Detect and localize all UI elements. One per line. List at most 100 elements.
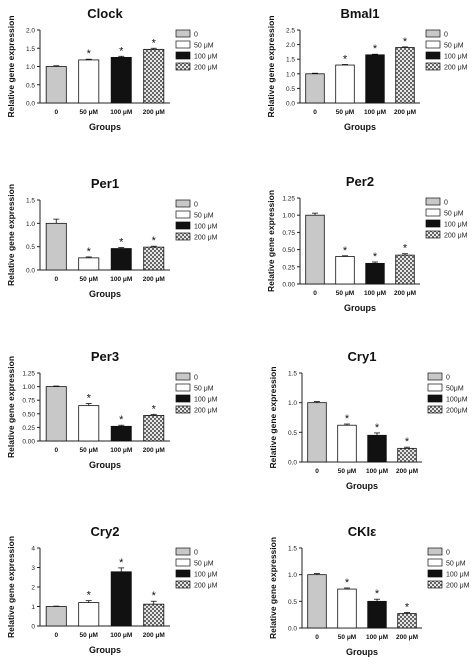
x-tick-label: 200 μM xyxy=(143,447,165,454)
y-tick-label: 1.0 xyxy=(286,71,295,78)
legend-swatch xyxy=(427,394,443,403)
significance-mark: * xyxy=(87,590,92,602)
bar-4 xyxy=(395,254,415,285)
legend-label: 200 μM xyxy=(194,65,218,72)
y-axis-label: Relative gene expression xyxy=(268,537,278,639)
y-tick-label: 1.0 xyxy=(288,400,297,407)
significance-mark: * xyxy=(87,48,92,60)
y-tick-label: 2.0 xyxy=(26,28,35,35)
legend-swatch xyxy=(175,394,191,403)
bar-2 xyxy=(78,59,100,104)
y-tick-label: 1.0 xyxy=(288,572,297,579)
legend-label: 50 μM xyxy=(446,561,466,568)
significance-mark: * xyxy=(152,235,157,247)
x-tick-label: 50 μM xyxy=(336,290,354,297)
significance-mark: * xyxy=(345,413,350,425)
legend-label: 100 μM xyxy=(194,397,218,404)
x-tick-label: 200 μM xyxy=(396,468,418,475)
bar-2 xyxy=(337,588,357,629)
legend-label: 0 xyxy=(446,375,450,382)
legend-swatch xyxy=(425,208,441,217)
x-tick-label: 50 μM xyxy=(80,632,98,639)
chart-panel-3: Per1 0.0 0.5 1.0 1.5 Relative gene expression… xyxy=(6,176,218,299)
y-tick-label: 0.5 xyxy=(26,244,35,251)
y-tick-label: 1.5 xyxy=(288,371,297,378)
bar-1 xyxy=(45,386,67,442)
legend-swatch xyxy=(425,219,441,228)
significance-mark: * xyxy=(403,36,408,48)
y-tick-label: 0.0 xyxy=(26,101,35,108)
bar-3 xyxy=(367,434,387,463)
bar-3 xyxy=(110,425,132,442)
x-tick-label: 50 μM xyxy=(80,276,98,283)
x-tick-label: 200 μM xyxy=(143,109,165,116)
chart-panel-8: CKIε 0.0 0.5 1.0 1.5 Relative gene expression… xyxy=(268,524,470,657)
legend-swatch xyxy=(425,62,441,71)
x-tick-label: 200 μM xyxy=(394,290,416,297)
legend-swatch xyxy=(425,197,441,206)
x-tick-label: 50 μM xyxy=(336,109,354,116)
bar-2 xyxy=(337,424,357,463)
y-tick-label: 0.50 xyxy=(282,247,295,254)
y-tick-label: 0.5 xyxy=(26,82,35,89)
bar-1 xyxy=(305,214,325,285)
chart-title: Cry2 xyxy=(91,524,120,539)
bar-3 xyxy=(365,262,385,285)
bar-4 xyxy=(143,603,165,627)
x-axis-label: Groups xyxy=(344,122,376,132)
x-tick-label: 0 xyxy=(313,290,317,297)
significance-mark: * xyxy=(405,602,410,614)
bar-2 xyxy=(335,256,355,285)
x-tick-label: 100 μM xyxy=(110,109,132,116)
y-tick-label: 0.5 xyxy=(286,86,295,93)
y-tick-label: 1.25 xyxy=(22,371,35,378)
y-tick-label: 0.25 xyxy=(282,264,295,271)
chart-title: Cry1 xyxy=(348,349,377,364)
y-tick-label: 0.0 xyxy=(286,101,295,108)
x-axis-label: Groups xyxy=(89,122,121,132)
legend-label: 50 μM xyxy=(444,211,464,218)
legend-label: 200μM xyxy=(446,408,468,415)
x-axis-label: Groups xyxy=(89,645,121,655)
x-tick-label: 50 μM xyxy=(338,634,356,641)
y-tick-label: 2.5 xyxy=(286,28,295,35)
legend-swatch xyxy=(175,405,191,414)
chart-panel-2: Bmal1 0.0 0.5 1.0 1.5 2.0 2.5 Relative gene exp… xyxy=(266,6,468,132)
chart-title: Per3 xyxy=(91,349,119,364)
bar-4 xyxy=(143,415,165,442)
legend-label: 200 μM xyxy=(194,235,218,242)
x-tick-label: 200 μM xyxy=(394,109,416,116)
legend-label: 100 μM xyxy=(444,222,468,229)
legend-label: 200 μM xyxy=(194,583,218,590)
bar-2 xyxy=(78,602,100,627)
legend-label: 0 xyxy=(444,200,448,207)
x-axis-label: Groups xyxy=(346,647,378,657)
legend-label: 200 μM xyxy=(194,408,218,415)
x-tick-label: 0 xyxy=(54,632,58,639)
chart-panel-1: Clock 0.0 0.5 1.0 1.5 2.0 Relative gene expres… xyxy=(6,6,218,132)
x-tick-label: 100 μM xyxy=(366,468,388,475)
y-tick-label: 0.0 xyxy=(26,268,35,275)
x-tick-label: 200 μM xyxy=(396,634,418,641)
chart-title: Per1 xyxy=(91,176,119,191)
significance-mark: * xyxy=(152,590,157,602)
y-axis-label: Relative gene expression xyxy=(6,536,16,638)
chart-title: Bmal1 xyxy=(340,6,379,21)
significance-mark: * xyxy=(119,237,124,249)
x-tick-label: 0 xyxy=(54,276,58,283)
y-tick-label: 0.5 xyxy=(288,430,297,437)
x-tick-label: 200 μM xyxy=(143,276,165,283)
legend-swatch xyxy=(175,232,191,241)
x-tick-label: 0 xyxy=(313,109,317,116)
legend-label: 0 xyxy=(194,550,198,557)
y-tick-label: 0.0 xyxy=(288,460,297,467)
legend-label: 0 xyxy=(194,32,198,39)
significance-mark: * xyxy=(119,557,124,569)
x-tick-label: 0 xyxy=(54,109,58,116)
bar-4 xyxy=(143,246,165,271)
bar-1 xyxy=(305,73,325,104)
bar-3 xyxy=(367,600,387,629)
y-tick-label: 1.0 xyxy=(26,64,35,71)
chart-title: Clock xyxy=(87,6,123,21)
